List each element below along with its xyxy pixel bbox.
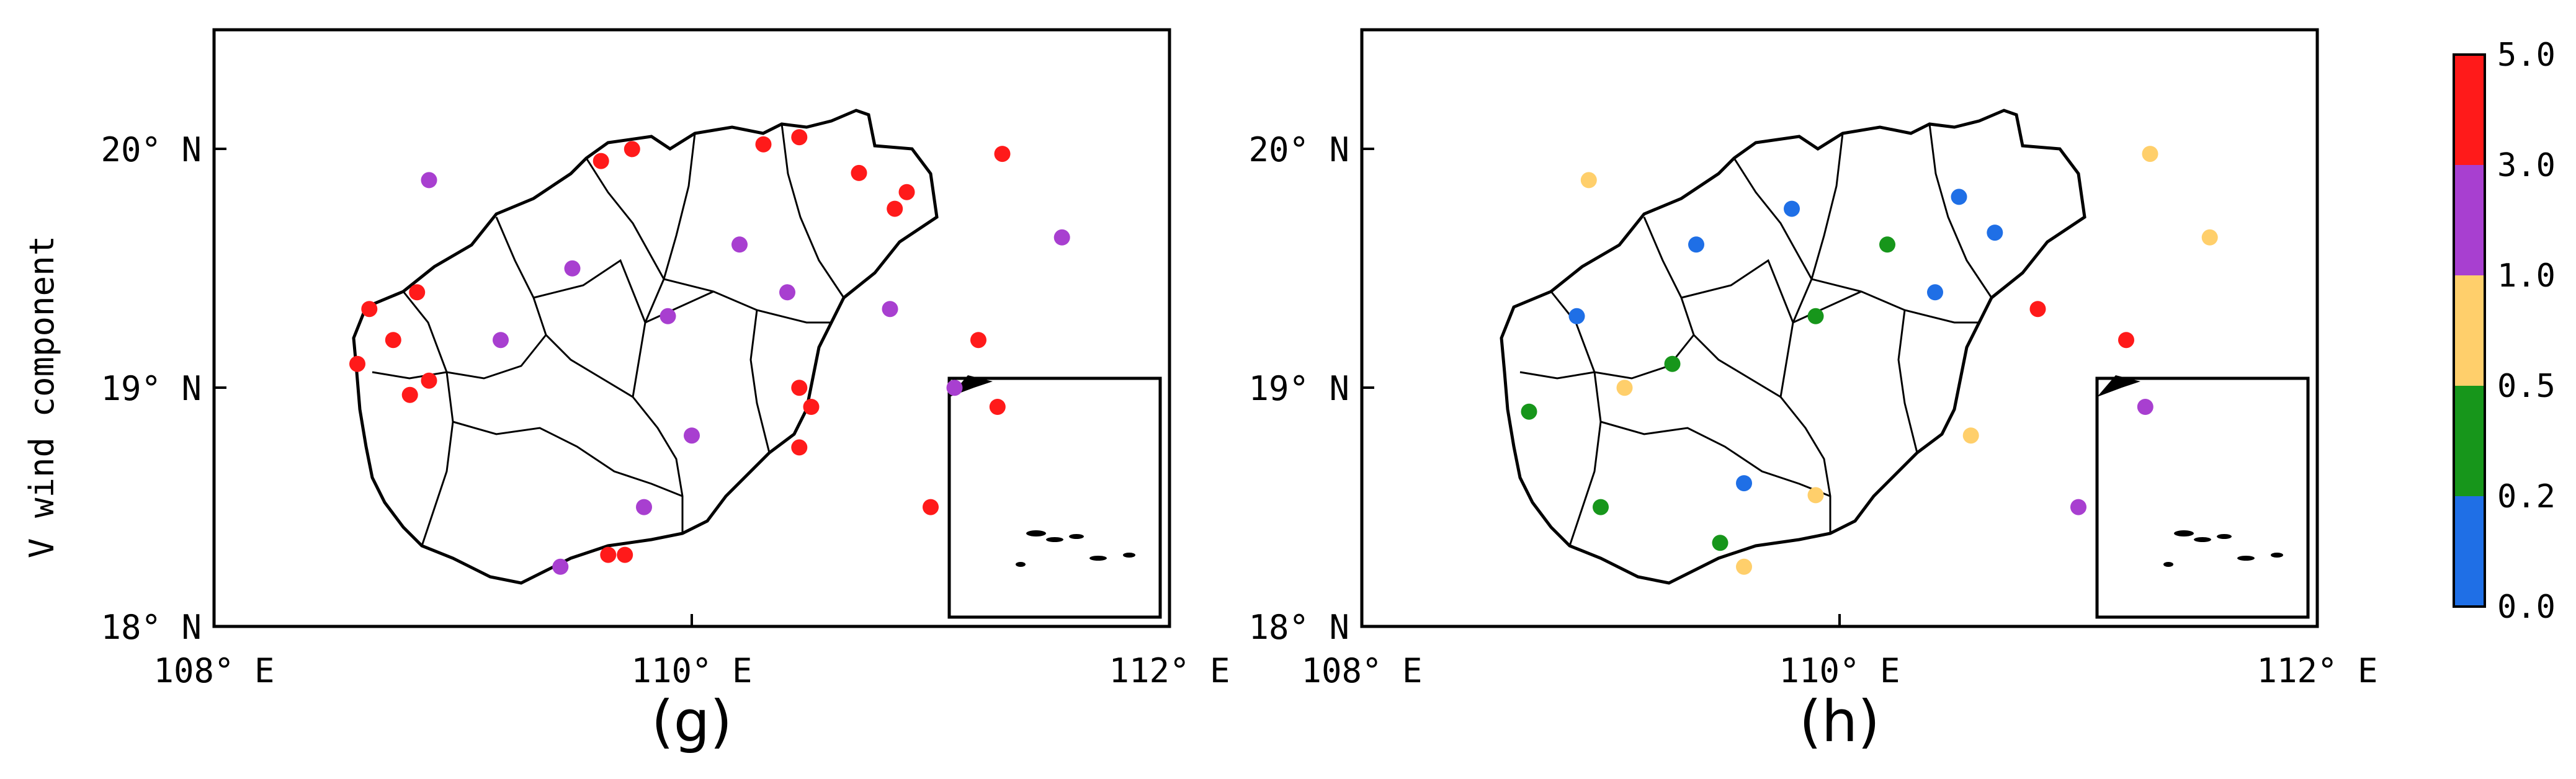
colorbar-segment-2: [2454, 275, 2485, 386]
station-point: [994, 146, 1011, 162]
y-axis-ticks-h: 18° N 19° N 20° N: [1248, 130, 1374, 647]
colorbar-segment-1: [2454, 386, 2485, 496]
y-tick-20-h: 20° N: [1248, 130, 1349, 169]
station-point: [1053, 229, 1070, 246]
station-point: [401, 386, 418, 403]
y-tick-18-h: 18° N: [1248, 608, 1349, 647]
station-point: [1784, 200, 1800, 217]
station-point: [898, 184, 915, 200]
station-point: [1580, 172, 1597, 189]
y-axis-ticks-g: 18° N 19° N 20° N: [101, 130, 226, 647]
station-point: [593, 153, 609, 169]
x-axis-ticks-h: 108° E 110° E 112° E: [1301, 614, 2378, 690]
colorbar-tick-0: 0.0: [2497, 589, 2556, 626]
colorbar-tick-2: 0.5: [2497, 368, 2556, 405]
station-point: [989, 399, 1006, 415]
station-point: [624, 141, 640, 158]
colorbar-segment-0: [2454, 496, 2485, 607]
colorbar-tick-1: 0.2: [2497, 478, 2556, 515]
station-point: [1593, 499, 1609, 515]
x-axis-ticks-g: 108° E 110° E 112° E: [153, 614, 1230, 690]
station-point: [755, 136, 772, 153]
panel-label-g: (g): [651, 688, 732, 755]
station-point: [1879, 236, 1895, 253]
station-point: [493, 332, 509, 349]
colorbar-segment-4: [2454, 55, 2485, 165]
station-point: [1807, 308, 1824, 324]
panel-label-h: (h): [1799, 688, 1880, 755]
map-island-g: [352, 109, 939, 585]
y-tick-18-g: 18° N: [101, 608, 202, 647]
station-point: [1736, 558, 1752, 575]
station-point: [617, 546, 633, 563]
station-point: [946, 380, 963, 396]
inset-frame-g: [947, 375, 1162, 619]
colorbar-tick-4: 3.0: [2497, 147, 2556, 184]
station-point: [385, 332, 401, 349]
x-tick-108-g: 108° E: [153, 651, 274, 690]
station-point: [2070, 499, 2086, 515]
station-point: [1568, 308, 1585, 324]
colorbar-tick-5: 5.0: [2497, 37, 2556, 74]
station-point: [636, 499, 652, 515]
station-point: [684, 427, 700, 444]
station-point: [1962, 427, 1979, 444]
station-point: [2029, 301, 2046, 318]
station-point: [779, 284, 795, 301]
station-point: [1807, 487, 1824, 504]
x-tick-108-h: 108° E: [1301, 651, 1422, 690]
colorbar: 0.0 0.2 0.5 1.0 3.0 5.0: [2453, 37, 2556, 626]
station-point: [660, 308, 676, 324]
station-point: [803, 399, 820, 415]
station-point: [1688, 236, 1704, 253]
map-panel-g: 108° E 110° E 112° E 18° N 19° N 20° N (…: [101, 28, 1230, 755]
station-point: [421, 372, 437, 389]
colorbar-tick-3: 1.0: [2497, 257, 2556, 295]
station-point: [421, 172, 437, 189]
station-point: [2201, 229, 2218, 246]
station-point: [2118, 332, 2134, 349]
station-point: [2137, 399, 2153, 415]
station-point: [564, 260, 581, 277]
station-point: [2142, 146, 2158, 162]
station-points-h: [1521, 146, 2218, 575]
y-tick-20-g: 20° N: [101, 130, 202, 169]
x-tick-110-g: 110° E: [631, 651, 752, 690]
station-point: [409, 284, 426, 301]
station-point: [791, 380, 808, 396]
station-point: [552, 558, 569, 575]
station-point: [1616, 380, 1633, 396]
station-point: [731, 236, 748, 253]
x-tick-112-h: 112° E: [2256, 651, 2377, 690]
y-tick-19-h: 19° N: [1248, 369, 1349, 408]
station-point: [1664, 355, 1681, 372]
y-axis-label: V wind component: [22, 236, 61, 558]
station-point: [349, 355, 365, 372]
station-point: [1927, 284, 1943, 301]
x-tick-112-g: 112° E: [1109, 651, 1230, 690]
station-point: [851, 164, 867, 181]
inset-frame-h: [2095, 375, 2310, 619]
colorbar-segment-3: [2454, 165, 2485, 275]
colorbar-frame: [2453, 53, 2486, 608]
station-point: [1736, 475, 1752, 492]
station-point: [791, 439, 808, 456]
y-tick-19-g: 19° N: [101, 369, 202, 408]
map-panel-h: 108° E 110° E 112° E 18° N 19° N 20° N (…: [1248, 28, 2378, 755]
station-point: [1951, 189, 1967, 205]
station-point: [1521, 403, 1537, 420]
station-points-g: [349, 129, 1070, 575]
station-point: [1987, 225, 2003, 241]
station-point: [970, 332, 986, 349]
station-point: [1712, 535, 1729, 551]
station-point: [923, 499, 939, 515]
station-point: [887, 200, 903, 217]
x-tick-110-h: 110° E: [1779, 651, 1900, 690]
station-point: [882, 301, 898, 318]
station-point: [600, 546, 617, 563]
station-point: [791, 129, 808, 146]
station-point: [361, 301, 378, 318]
